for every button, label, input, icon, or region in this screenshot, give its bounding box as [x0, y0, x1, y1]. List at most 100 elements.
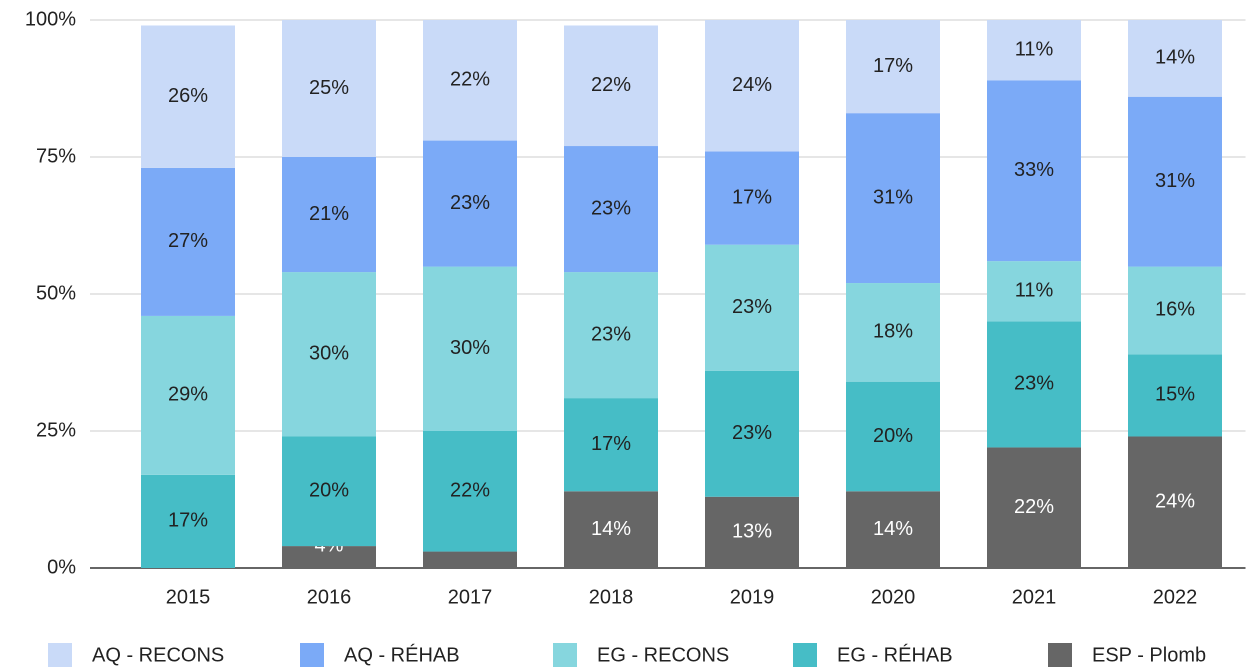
legend-swatch: [553, 643, 577, 667]
bar-segment: [564, 272, 658, 399]
bar-segment: [141, 474, 235, 568]
x-tick-label: 2015: [166, 586, 211, 608]
bar-segment: [1128, 266, 1222, 355]
data-label: 23%: [591, 197, 631, 219]
bar-segment: [705, 370, 799, 497]
x-tick-label: 2019: [730, 586, 775, 608]
data-label: 23%: [1014, 373, 1054, 395]
x-tick-label: 2018: [589, 586, 634, 608]
data-label: 17%: [168, 510, 208, 532]
y-tick-label: 50%: [36, 282, 76, 304]
bar-segment: [846, 20, 940, 114]
bar-segment: [282, 436, 376, 547]
data-label: 14%: [873, 518, 913, 540]
bar-segment: [141, 167, 235, 316]
bar-segment: [282, 546, 376, 568]
legend-label: AQ - RÉHAB: [344, 643, 460, 666]
y-tick-label: 75%: [36, 145, 76, 167]
bar-segment: [423, 140, 517, 267]
data-label: 16%: [1155, 299, 1195, 321]
bar-segment: [846, 491, 940, 568]
data-label: 30%: [309, 343, 349, 365]
legend-swatch: [793, 643, 817, 667]
bar-segment: [282, 157, 376, 273]
legend-label: EG - RÉHAB: [837, 643, 953, 666]
data-label: 22%: [591, 74, 631, 96]
legend-swatch: [48, 643, 72, 667]
y-tick-label: 25%: [36, 419, 76, 441]
data-label: 24%: [732, 74, 772, 96]
data-label: 22%: [450, 69, 490, 91]
bar-segment: [987, 321, 1081, 448]
legend-label: ESP - Plomb: [1092, 644, 1206, 666]
x-tick-label: 2020: [871, 586, 916, 608]
bar-segment: [282, 272, 376, 437]
data-label: 11%: [1015, 280, 1054, 302]
data-label: 22%: [450, 480, 490, 502]
data-label: 33%: [1014, 159, 1054, 181]
data-label: 21%: [309, 203, 349, 225]
bar-segment: [564, 25, 658, 147]
y-tick-label: 0%: [47, 556, 76, 578]
legend-label: EG - RECONS: [597, 644, 729, 666]
data-label: 25%: [309, 77, 349, 99]
data-label: 23%: [450, 192, 490, 214]
bar-segment: [705, 151, 799, 245]
data-label: 20%: [309, 480, 349, 502]
x-tick-label: 2022: [1153, 586, 1198, 608]
bar-segment: [987, 447, 1081, 568]
x-tick-label: 2021: [1012, 586, 1057, 608]
bar-segment: [987, 20, 1081, 81]
bar-segment: [846, 113, 940, 284]
bar-segment: [423, 431, 517, 552]
bar-segment: [423, 20, 517, 141]
legend-swatch: [1048, 643, 1072, 667]
data-label: 26%: [168, 85, 208, 107]
bar-segment: [141, 315, 235, 475]
data-label: 29%: [168, 384, 208, 406]
bar-segment: [282, 20, 376, 157]
data-label: 31%: [1155, 170, 1195, 192]
bar-segment: [705, 496, 799, 568]
bar-segment: [846, 381, 940, 492]
bar-segment: [1128, 436, 1222, 568]
data-label: 20%: [873, 425, 913, 447]
data-label: 14%: [591, 518, 631, 540]
bar-segment: [564, 491, 658, 568]
data-label: 30%: [450, 337, 490, 359]
data-label: 15%: [1155, 384, 1195, 406]
data-label: 23%: [732, 296, 772, 318]
data-label: 18%: [873, 321, 913, 343]
bar-segment: [705, 20, 799, 152]
bar-segment: [1128, 354, 1222, 437]
bar-segment: [987, 80, 1081, 262]
bar-segment: [705, 244, 799, 371]
bar-segment: [1128, 20, 1222, 97]
data-label: 11%: [1015, 38, 1054, 60]
bar-segment: [564, 398, 658, 492]
y-tick-label: 100%: [25, 8, 76, 30]
bar-segment: [423, 551, 517, 568]
data-label: 31%: [873, 186, 913, 208]
bar-segment: [1128, 96, 1222, 267]
data-label: 22%: [1014, 496, 1054, 518]
data-label: 17%: [732, 186, 772, 208]
x-tick-label: 2016: [307, 586, 352, 608]
data-label: 23%: [591, 323, 631, 345]
data-label: 14%: [1155, 47, 1195, 69]
data-label: 27%: [168, 230, 208, 252]
bar-segment: [846, 283, 940, 382]
data-label: 13%: [732, 521, 772, 543]
data-label: 17%: [591, 433, 631, 455]
bar-segment: [987, 261, 1081, 322]
bar-segment: [564, 146, 658, 273]
data-label: 17%: [873, 55, 913, 77]
legend-swatch: [300, 643, 324, 667]
legend-label: AQ - RECONS: [92, 644, 224, 666]
data-label: 23%: [732, 422, 772, 444]
x-tick-label: 2017: [448, 586, 493, 608]
bar-segment: [141, 25, 235, 168]
data-label: 24%: [1155, 491, 1195, 513]
bar-segment: [423, 266, 517, 431]
